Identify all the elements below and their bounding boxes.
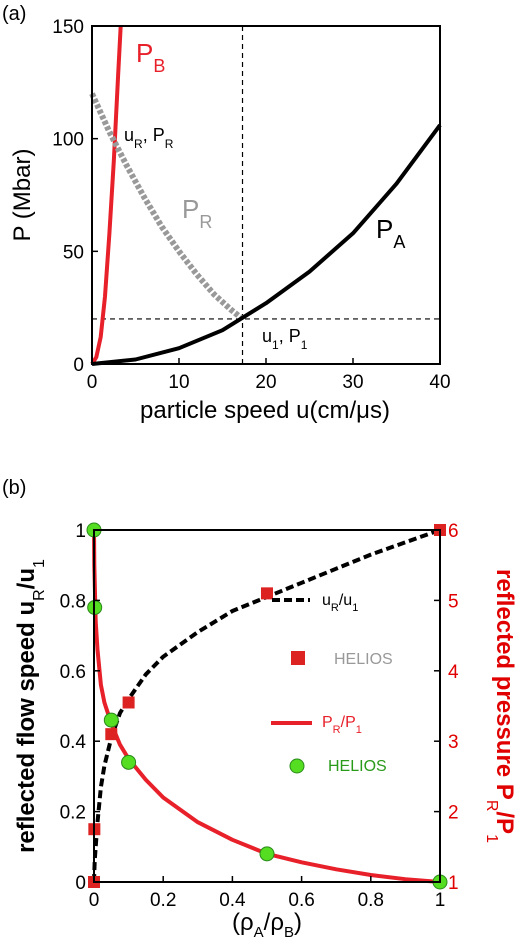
panel-a-y-axis-title: P (Mbar) (9, 149, 36, 242)
panel-b-series (86, 522, 448, 890)
panel-b-x-axis-title: (ρA/ρB) (232, 909, 302, 941)
x-tick-label: 0.8 (358, 890, 384, 911)
panel-b-label: (b) (2, 477, 26, 499)
left-y-tick-label: 0.4 (60, 732, 87, 753)
series-pa-line (91, 123, 442, 366)
series-label-pa: PA (376, 214, 405, 252)
series-pb-line (90, 25, 123, 366)
x-tick-label: 0 (89, 890, 100, 911)
right-y-tick-label: 4 (448, 662, 459, 683)
legend-label-pr-p1: PR/P1 (322, 714, 362, 736)
y-tick-label: 150 (52, 17, 84, 38)
panel-b: (b) 0 0.2 0.4 0.6 0.8 1 0 0.2 0.4 0.6 0.8 1 1 2 3 4 5 6… (2, 477, 518, 941)
helios-square-point (261, 587, 273, 600)
left-y-tick-label: 1 (75, 521, 86, 542)
y-tick-label: 0 (73, 355, 84, 376)
y-tick-label: 50 (63, 242, 84, 263)
right-y-tick-label: 2 (448, 803, 459, 824)
series-pr-line (89, 92, 245, 322)
x-tick-label: 40 (429, 372, 450, 393)
helios-circle-point (121, 754, 137, 770)
panel-b-legend: uR/u1 HELIOS PR/P1 HELIOS (271, 592, 393, 775)
x-tick-label: 1 (435, 890, 446, 911)
series-pr-p1-line (92, 529, 441, 884)
panel-a-x-axis-title: particle speed u(cm/μs) (140, 397, 390, 424)
right-y-tick-label: 5 (448, 591, 459, 612)
panel-b-right-y-axis-title: reflected pressure PR/P1 (483, 569, 518, 843)
left-y-tick-label: 0 (75, 873, 86, 894)
panel-a-label: (a) (2, 3, 26, 25)
right-y-tick-label: 1 (448, 873, 459, 894)
x-tick-label: 0 (87, 372, 98, 393)
panel-a-y-ticks: 0 50 100 150 (52, 17, 98, 376)
legend-label-helios-square: HELIOS (334, 651, 393, 668)
x-tick-label: 20 (255, 372, 276, 393)
left-y-tick-label: 0.2 (60, 803, 86, 824)
series-label-pb: PB (136, 38, 165, 76)
right-y-tick-label: 6 (448, 521, 459, 542)
panel-b-left-y-ticks: 0 0.2 0.4 0.6 0.8 1 (60, 521, 100, 894)
right-y-tick-label: 3 (448, 732, 459, 753)
y-tick-label: 100 (52, 130, 84, 151)
panel-b-plot-frame (93, 529, 441, 883)
legend-label-helios-circle: HELIOS (328, 758, 387, 775)
helios-circle-point (103, 712, 119, 728)
helios-circle-point (259, 846, 275, 862)
x-tick-label: 10 (168, 372, 189, 393)
panel-b-right-y-ticks: 1 2 3 4 5 6 (434, 521, 459, 894)
x-tick-label: 0.2 (150, 890, 176, 911)
panel-a-series (89, 25, 442, 366)
panel-b-left-y-axis-title: reflected flow speed uR/u1 (13, 559, 48, 853)
legend-swatch-helios-circle (289, 758, 305, 774)
series-ur-u1-line (92, 528, 441, 883)
x-tick-label: 0.6 (288, 890, 314, 911)
panel-a-x-ticks: 0 10 20 30 40 (87, 358, 451, 393)
annotation-u1-p1: u1, P1 (262, 326, 308, 352)
panel-b-x-ticks: 0 0.2 0.4 0.6 0.8 1 (89, 876, 446, 911)
x-tick-label: 0.4 (219, 890, 246, 911)
x-tick-label: 30 (342, 372, 363, 393)
helios-square-point (122, 696, 135, 709)
helios-square-point (105, 728, 118, 741)
left-y-tick-label: 0.6 (60, 662, 86, 683)
legend-label-ur-u1: uR/u1 (322, 592, 358, 614)
panel-a: (a) 0 10 20 30 40 0 50 100 150 particle speed u… (2, 3, 451, 424)
panel-a-reference-lines (92, 26, 440, 364)
series-label-pr: PR (182, 194, 212, 232)
left-y-tick-label: 0.8 (60, 591, 86, 612)
legend-swatch-helios-square (291, 651, 305, 665)
annotation-ur-pr: uR, PR (124, 125, 174, 151)
